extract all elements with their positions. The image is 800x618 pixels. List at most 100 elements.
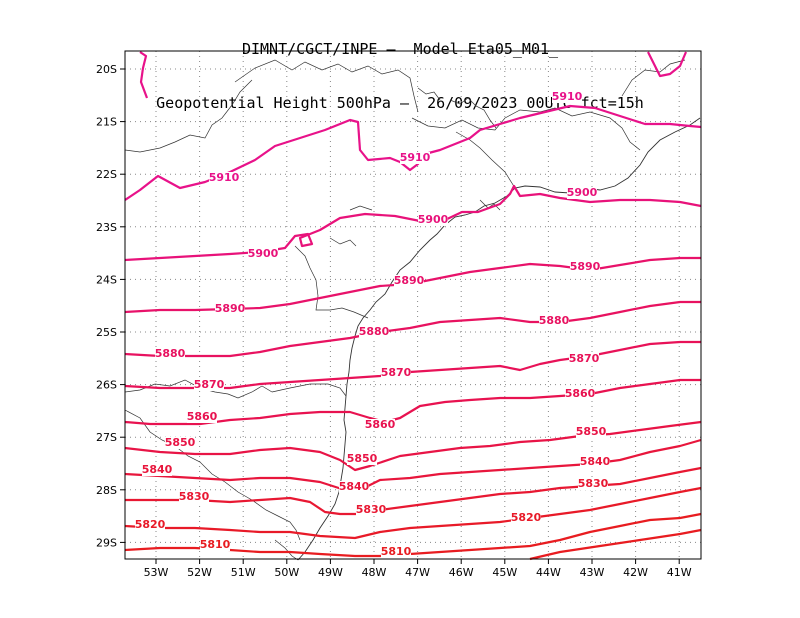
reservoir	[329, 237, 357, 247]
contour-label-bg	[165, 437, 195, 449]
contour-5840	[124, 438, 702, 492]
state-border	[294, 245, 369, 319]
contour-label-bg	[580, 456, 610, 468]
contour-label-5870: 5870	[194, 378, 225, 391]
contour-label-5890: 5890	[570, 260, 601, 273]
contour-5830	[125, 466, 702, 516]
contour-labels: 5910 5910 5910 5900 5900 5900 5890 5890 5890 5880…	[135, 90, 611, 558]
contour-label-5850: 5850	[347, 452, 378, 465]
contour-label-bg	[565, 388, 595, 400]
lat-label: 28S	[96, 484, 117, 497]
title-line-1: DIMNT/CGCT/INPE – Model Eta05_M01_	[241, 40, 559, 58]
reservoir	[417, 87, 441, 101]
axis-labels: 53W 52W 51W 50W 49W 48W 47W 46W 45W 44W 43W 42W 41W 2…	[96, 63, 692, 579]
contour-5900	[124, 184, 702, 262]
contour-label-bg	[187, 411, 217, 423]
lon-label: 45W	[492, 566, 517, 579]
country-border	[124, 409, 301, 541]
map-frame	[124, 50, 702, 560]
lat-label: 22S	[96, 168, 117, 181]
contour-5910	[647, 51, 688, 78]
contour-label-5870: 5870	[381, 366, 412, 379]
lon-label: 43W	[580, 566, 605, 579]
contour-label-5860: 5860	[365, 418, 396, 431]
contour-label-bg	[511, 512, 541, 524]
lon-label: 44W	[536, 566, 561, 579]
lon-label: 53W	[144, 566, 169, 579]
contour-label-5900: 5900	[567, 186, 598, 199]
contour-label-5900: 5900	[418, 213, 449, 226]
contour-label-bg	[576, 426, 606, 438]
contour-label-5900: 5900	[248, 247, 279, 260]
contour-label-bg	[142, 464, 172, 476]
contour-label-bg	[418, 214, 448, 226]
height-contours	[124, 51, 702, 561]
contour-label-bg	[347, 453, 377, 465]
lat-label: 20S	[96, 63, 117, 76]
contour-label-5910: 5910	[552, 90, 583, 103]
contour-label-5890: 5890	[394, 274, 425, 287]
lon-label: 48W	[362, 566, 387, 579]
lon-label: 50W	[274, 566, 299, 579]
contour-label-bg	[400, 152, 430, 164]
lat-label: 29S	[96, 536, 117, 549]
contour-label-bg	[215, 303, 245, 315]
contour-label-bg	[394, 275, 424, 287]
contour-label-5880: 5880	[539, 314, 570, 327]
contour-label-bg	[567, 187, 597, 199]
contour-label-5890: 5890	[215, 302, 246, 315]
lon-label: 52W	[187, 566, 212, 579]
state-border	[124, 79, 253, 153]
contour-label-5850: 5850	[576, 425, 607, 438]
contour-label-bg	[552, 91, 582, 103]
contour-label-bg	[209, 172, 239, 184]
contour-label-5810: 5810	[381, 545, 412, 558]
contour-label-bg	[179, 491, 209, 503]
contour-label-5830: 5830	[179, 490, 210, 503]
reservoir	[349, 205, 373, 211]
contour-label-5840: 5840	[580, 455, 611, 468]
lat-label: 25S	[96, 326, 117, 339]
reservoir	[479, 199, 501, 211]
contour-label-bg	[365, 419, 395, 431]
contour-5850	[124, 420, 702, 472]
contour-label-5880: 5880	[359, 325, 390, 338]
contour-label-bg	[339, 481, 369, 493]
lat-label: 23S	[96, 221, 117, 234]
state-border	[271, 383, 347, 397]
contour-label-5910: 5910	[209, 171, 240, 184]
lon-label: 42W	[623, 566, 648, 579]
state-border	[621, 59, 686, 97]
lon-label: 47W	[405, 566, 430, 579]
contour-label-5860: 5860	[187, 410, 218, 423]
contour-label-5840: 5840	[142, 463, 173, 476]
lon-label: 41W	[667, 566, 692, 579]
lon-label: 51W	[231, 566, 256, 579]
contour-5880	[124, 300, 701, 358]
contour-5810	[124, 512, 702, 558]
lon-label: 49W	[318, 566, 343, 579]
contour-label-bg	[135, 519, 165, 531]
contour-5910	[124, 104, 702, 201]
contour-5870	[124, 340, 701, 390]
contour-label-5810: 5810	[200, 538, 231, 551]
lat-label: 27S	[96, 431, 117, 444]
lat-label: 26S	[96, 379, 117, 392]
contour-5810	[529, 528, 702, 561]
contour-5860	[124, 378, 701, 426]
contour-5820	[124, 486, 702, 540]
contour-label-5830: 5830	[578, 477, 609, 490]
contour-label-5840: 5840	[339, 480, 370, 493]
contour-label-bg	[200, 539, 230, 551]
contour-label-bg	[569, 353, 599, 365]
contour-label-bg	[356, 504, 386, 516]
contour-label-5880: 5880	[155, 347, 186, 360]
reservoir	[449, 97, 497, 129]
contour-5910	[139, 51, 149, 99]
contour-label-5910: 5910	[400, 151, 431, 164]
contour-label-5860: 5860	[565, 387, 596, 400]
grid-lines	[125, 51, 701, 559]
contour-label-bg	[381, 367, 411, 379]
contour-label-bg	[381, 546, 411, 558]
